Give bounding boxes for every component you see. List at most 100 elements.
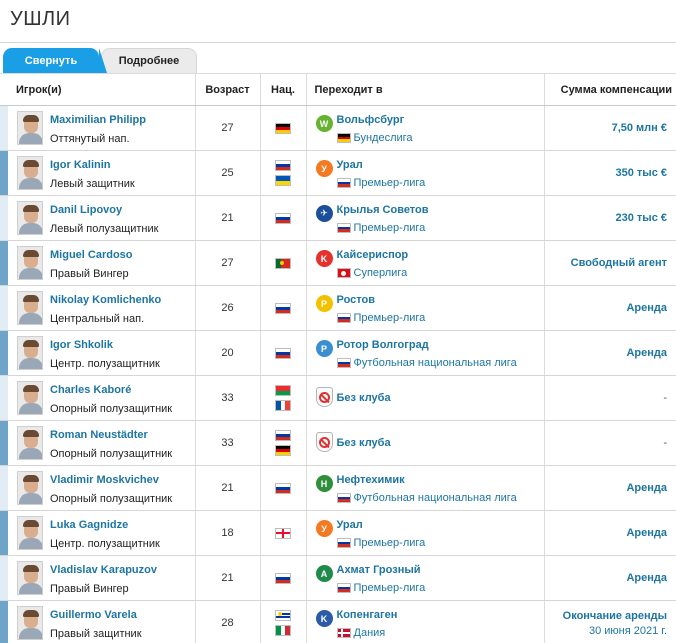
player-photo[interactable] — [17, 381, 43, 415]
player-name-link[interactable]: Vladislav Karapuzov — [50, 564, 157, 576]
league-name-link[interactable]: Суперлига — [353, 267, 408, 279]
column-header-fee[interactable]: Сумма компенсации — [544, 73, 676, 106]
transfer-fee[interactable]: Аренда — [544, 465, 676, 511]
tab-collapse[interactable]: Свернуть — [3, 48, 107, 73]
nationality-flags — [261, 430, 306, 456]
neftekhimik-logo[interactable]: Н — [315, 475, 333, 492]
column-header-nationality[interactable]: Нац. — [260, 73, 307, 106]
league-info: Премьер-лига — [336, 582, 426, 594]
rostov-logo[interactable]: Р — [315, 295, 333, 312]
league-name-link[interactable]: Дания — [353, 627, 386, 639]
avatar-body — [19, 403, 42, 414]
krylia-logo[interactable]: ✈ — [315, 205, 333, 222]
player-age: 27 — [195, 105, 261, 151]
player-name-link[interactable]: Nikolay Komlichenko — [50, 294, 162, 306]
flag-tr-icon — [336, 268, 351, 278]
player-name-link[interactable]: Guillermo Varela — [50, 609, 137, 621]
fee-value: 230 тыс € — [615, 212, 667, 224]
nationality-flags — [261, 212, 306, 224]
player-age: 21 — [195, 555, 261, 601]
destination-cell: ✈ Крылья Советов Премьер-лига — [306, 195, 545, 241]
player-photo[interactable] — [17, 111, 43, 145]
transfer-fee[interactable]: Аренда — [544, 555, 676, 601]
transfer-fee[interactable]: Свободный агент — [544, 240, 676, 286]
club-name-link[interactable]: Без клуба — [336, 392, 391, 404]
nationality-cell — [260, 510, 307, 556]
player-photo[interactable] — [17, 426, 43, 460]
player-name-link[interactable]: Charles Kaboré — [50, 384, 132, 396]
club-name-link[interactable]: Урал — [336, 519, 363, 531]
column-header-age[interactable]: Возраст — [195, 73, 261, 106]
player-name-link[interactable]: Vladimir Moskvichev — [50, 474, 159, 486]
club-name-link[interactable]: Урал — [336, 159, 363, 171]
player-cell: Igor Shkolik Центр. полузащитник — [8, 330, 196, 376]
league-name-link[interactable]: Бундеслига — [353, 132, 413, 144]
wolfsburg-logo[interactable]: W — [315, 115, 333, 132]
league-name-link[interactable]: Премьер-лига — [353, 582, 426, 594]
player-position: Опорный полузащитник — [50, 403, 173, 415]
kayserispor-logo[interactable]: K — [315, 250, 333, 267]
kobenhavn-logo[interactable]: K — [315, 610, 333, 627]
fee-value: Аренда — [626, 527, 667, 539]
player-photo[interactable] — [17, 471, 43, 505]
club-name-link[interactable]: Ротор Волгоград — [336, 339, 429, 351]
player-name-link[interactable]: Luka Gagnidze — [50, 519, 129, 531]
avatar-hair — [23, 430, 39, 437]
league-name-link[interactable]: Премьер-лига — [353, 537, 426, 549]
avatar-body — [19, 448, 42, 459]
club-name-link[interactable]: Без клуба — [336, 437, 391, 449]
transfer-fee[interactable]: 7,50 млн € — [544, 105, 676, 151]
player-name-link[interactable]: Danil Lipovoy — [50, 204, 123, 216]
transfer-fee[interactable]: Окончание аренды 30 июня 2021 г. — [544, 600, 676, 643]
club-name-link[interactable]: Кайсериспор — [336, 249, 409, 261]
player-name-link[interactable]: Igor Kalinin — [50, 159, 111, 171]
league-info: Суперлига — [336, 267, 408, 279]
ural-logo[interactable]: У — [315, 520, 333, 537]
akhmat-logo[interactable]: А — [315, 565, 333, 582]
league-name-link[interactable]: Футбольная национальная лига — [353, 492, 517, 504]
league-name-link[interactable]: Премьер-лига — [353, 177, 426, 189]
player-photo[interactable] — [17, 246, 43, 280]
league-name-link[interactable]: Премьер-лига — [353, 312, 426, 324]
transfer-fee[interactable]: Аренда — [544, 330, 676, 376]
column-header-destination[interactable]: Переходит в — [306, 73, 545, 106]
club-name-link[interactable]: Копенгаген — [336, 609, 398, 621]
player-name-link[interactable]: Igor Shkolik — [50, 339, 113, 351]
avatar-hair — [23, 205, 39, 212]
club-name-link[interactable]: Вольфсбург — [336, 114, 405, 126]
club-name-link[interactable]: Нефтехимик — [336, 474, 405, 486]
nationality-flags — [261, 527, 306, 539]
player-photo[interactable] — [17, 201, 43, 235]
league-info: Премьер-лига — [336, 312, 426, 324]
player-photo[interactable] — [17, 336, 43, 370]
club-name-link[interactable]: Крылья Советов — [336, 204, 429, 216]
avatar-body — [19, 493, 42, 504]
player-photo[interactable] — [17, 291, 43, 325]
tab-details[interactable]: Подробнее — [101, 48, 197, 73]
player-position: Правый Вингер — [50, 583, 129, 595]
avatar-hair — [23, 565, 39, 572]
transfer-fee[interactable]: Аренда — [544, 510, 676, 556]
transfer-fee[interactable]: Аренда — [544, 285, 676, 331]
player-name-link[interactable]: Roman Neustädter — [50, 429, 148, 441]
club-name-link[interactable]: Ахмат Грозный — [336, 564, 421, 576]
destination-cell: У Урал Премьер-лига — [306, 150, 545, 196]
ural-logo[interactable]: У — [315, 160, 333, 177]
column-header-player[interactable]: Игрок(и) — [0, 73, 196, 106]
player-photo[interactable] — [17, 156, 43, 190]
player-name-link[interactable]: Miguel Cardoso — [50, 249, 133, 261]
club-name-link[interactable]: Ростов — [336, 294, 375, 306]
transfer-fee[interactable]: 230 тыс € — [544, 195, 676, 241]
player-photo[interactable] — [17, 561, 43, 595]
player-photo[interactable] — [17, 516, 43, 550]
rotor-logo[interactable]: Р — [315, 340, 333, 357]
player-name-link[interactable]: Maximilian Philipp — [50, 114, 146, 126]
flag-pt-icon — [275, 257, 291, 269]
league-name-link[interactable]: Премьер-лига — [353, 222, 426, 234]
league-name-link[interactable]: Футбольная национальная лига — [353, 357, 517, 369]
player-position: Оттянутый нап. — [50, 133, 130, 145]
avatar-body — [19, 268, 42, 279]
fee-value: 350 тыс € — [615, 167, 667, 179]
player-photo[interactable] — [17, 606, 43, 640]
transfer-fee[interactable]: 350 тыс € — [544, 150, 676, 196]
